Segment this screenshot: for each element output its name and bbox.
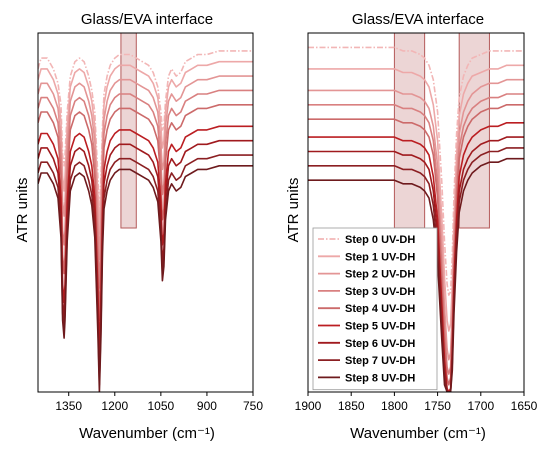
right-x-axis-label: Wavenumber (cm⁻¹): [350, 425, 486, 442]
series-line-0-4: [38, 104, 253, 321]
series-line-0-6: [38, 139, 253, 379]
x-tick-label-1-2: 1800: [381, 399, 408, 413]
series-line-0-5: [38, 125, 253, 357]
series-line-0-2: [38, 75, 253, 260]
series-line-0-1: [38, 60, 253, 235]
series-line-1-4: [308, 104, 524, 386]
x-tick-label-1-5: 1650: [511, 399, 538, 413]
right-chart-title: Glass/EVA interface: [352, 11, 484, 28]
legend-label-1: Step 1 UV-DH: [345, 251, 415, 263]
x-tick-label-1-0: 1900: [295, 399, 322, 413]
right-plot: 1900 1850 1800 1750 1700 1650 Step 0 UV-DH Step…: [295, 32, 538, 413]
highlight-region-1-1: [458, 32, 490, 229]
series-line-1-1: [308, 64, 524, 332]
legend-label-5: Step 5 UV-DH: [345, 321, 415, 333]
right-y-axis-label: ATR units: [285, 178, 302, 243]
highlight-region-1-0: [393, 32, 426, 229]
series-line-1-8: [308, 157, 524, 392]
x-tick-label-1-4: 1700: [467, 399, 494, 413]
plot-frame-0: [37, 32, 254, 393]
series-line-1-0: [308, 46, 524, 296]
series-line-0-8: [38, 165, 253, 392]
series-line-1-6: [308, 136, 524, 392]
series-line-1-2: [308, 78, 524, 361]
left-x-axis-label: Wavenumber (cm⁻¹): [79, 425, 215, 442]
legend-label-2: Step 2 UV-DH: [345, 269, 415, 281]
legend-label-4: Step 4 UV-DH: [345, 303, 415, 315]
left-y-axis-label: ATR units: [14, 178, 31, 243]
legend-label-8: Step 8 UV-DH: [345, 372, 415, 384]
x-tick-label-1-3: 1750: [424, 399, 451, 413]
x-tick-label-0-3: 900: [197, 399, 217, 413]
plot-frame-1: [307, 32, 525, 393]
legend-label-3: Step 3 UV-DH: [345, 286, 415, 298]
series-line-0-0: [38, 50, 253, 214]
x-tick-label-0-1: 1200: [101, 399, 128, 413]
legend-label-6: Step 6 UV-DH: [345, 338, 415, 350]
x-tick-label-0-2: 1050: [148, 399, 175, 413]
legend-label-0: Step 0 UV-DH: [345, 234, 415, 246]
x-tick-label-0-4: 750: [243, 399, 263, 413]
x-tick-label-0-0: 1350: [55, 399, 82, 413]
left-chart-title: Glass/EVA interface: [81, 11, 213, 28]
x-tick-label-1-1: 1850: [338, 399, 365, 413]
series-line-1-7: [308, 147, 524, 392]
legend-label-7: Step 7 UV-DH: [345, 355, 415, 367]
left-plot: 1350 1200 1050 900 750: [37, 32, 263, 413]
